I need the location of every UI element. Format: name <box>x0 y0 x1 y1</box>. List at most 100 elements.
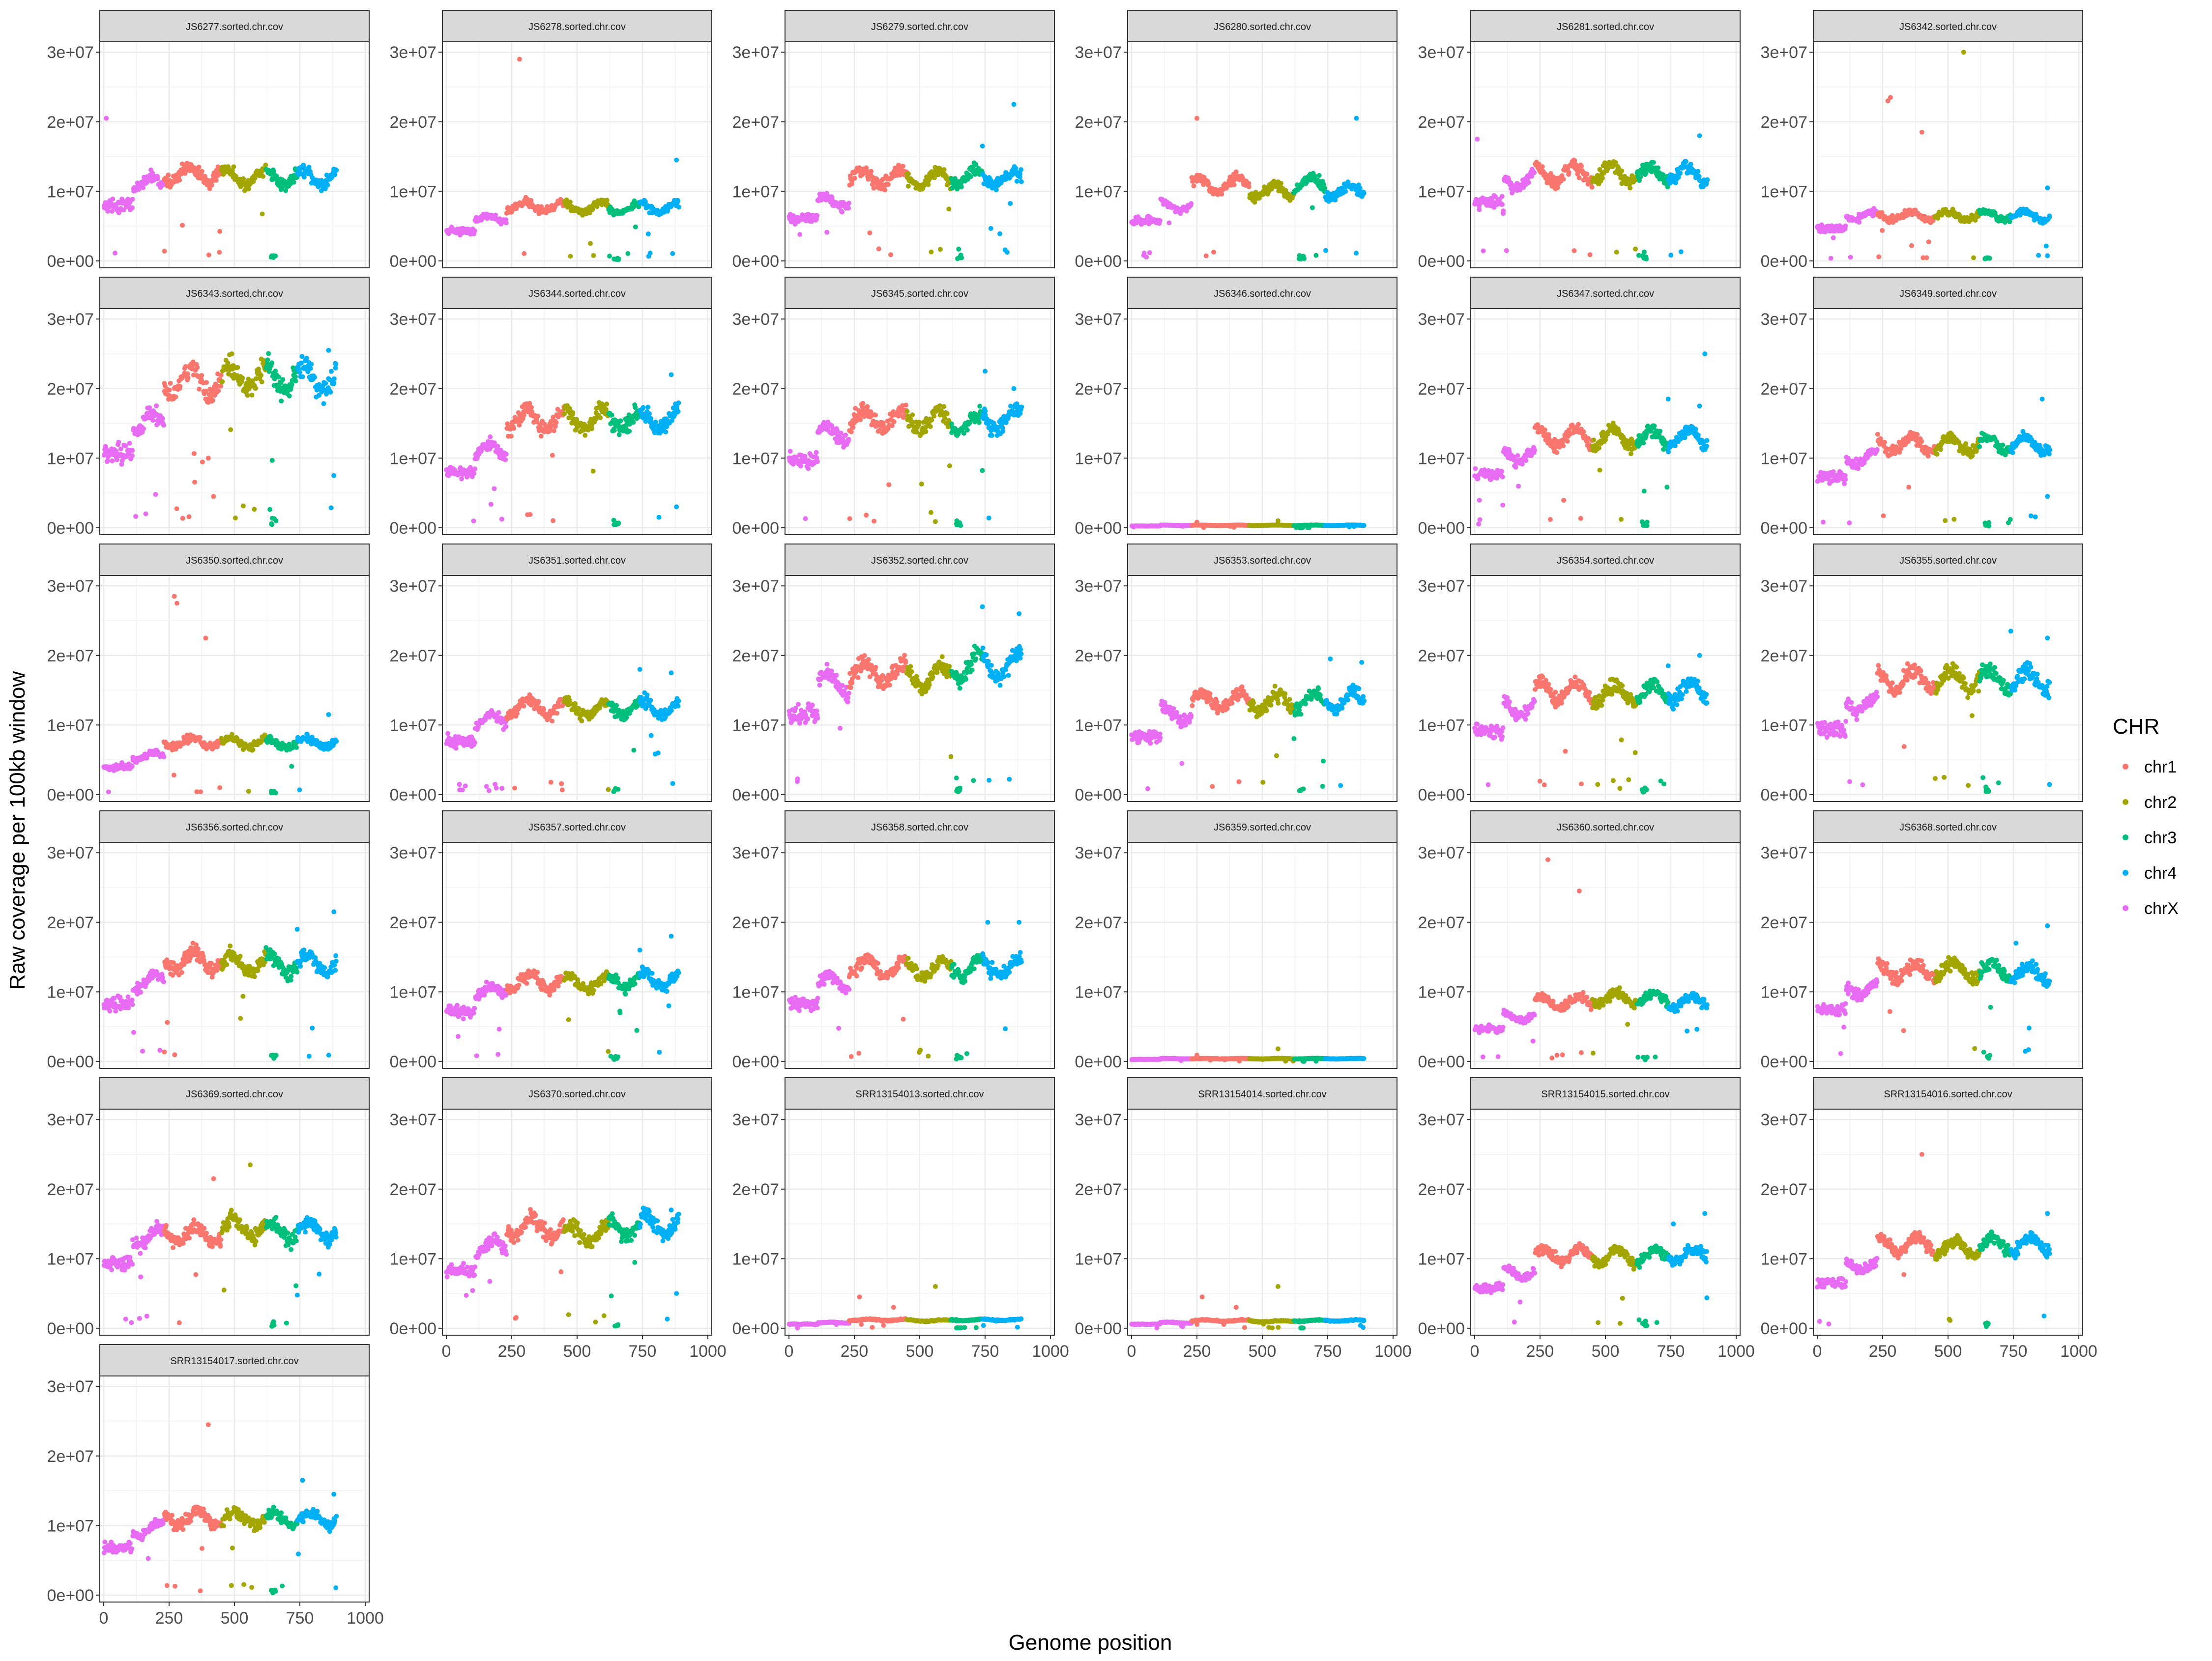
point-chr2 <box>605 198 610 202</box>
y-tick-label: 2e+07 <box>1075 380 1122 399</box>
y-tick-label: 2e+07 <box>1761 380 1808 399</box>
y-tick-label: 2e+07 <box>1418 380 1465 399</box>
point-chrX <box>488 434 493 439</box>
point-chrX <box>846 437 851 442</box>
point-chr1 <box>847 516 852 521</box>
point-outlier <box>1961 50 1966 55</box>
point-chrX <box>803 516 808 521</box>
point-chr1 <box>218 384 223 389</box>
facet-panel: JS6280.sorted.chr.cov0e+001e+072e+073e+0… <box>1075 10 1397 271</box>
point-chr1 <box>177 177 182 182</box>
point-chr4 <box>1019 404 1024 409</box>
point-chr3 <box>956 247 961 252</box>
point-chr4 <box>308 366 313 371</box>
point-chr3-low <box>270 255 275 259</box>
point-chr2 <box>241 504 246 509</box>
point-chr4 <box>1696 432 1701 437</box>
point-chr1 <box>873 413 878 418</box>
point-chr3-low <box>1297 253 1302 258</box>
facet-strip-title: JS6345.sorted.chr.cov <box>871 288 968 299</box>
point-chr1 <box>206 253 211 258</box>
point-chr1 <box>888 252 893 257</box>
facet-panel: JS6342.sorted.chr.cov0e+001e+072e+073e+0… <box>1761 10 2083 271</box>
point-outlier <box>1702 351 1707 356</box>
y-tick-label: 0e+00 <box>1418 519 1465 538</box>
point-chr1 <box>1924 255 1929 260</box>
point-chr1 <box>886 482 891 487</box>
point-chr3 <box>1656 165 1660 170</box>
facet-panel: JS6279.sorted.chr.cov0e+001e+072e+073e+0… <box>732 10 1055 271</box>
point-chr2 <box>249 393 254 398</box>
point-chr3 <box>266 351 271 356</box>
point-chr1 <box>1211 250 1216 255</box>
point-chr2 <box>910 412 915 417</box>
point-chr4 <box>332 376 337 381</box>
point-outlier <box>980 143 985 148</box>
point-chr1 <box>1579 164 1584 169</box>
point-chr2 <box>245 393 250 398</box>
point-chr1 <box>864 513 869 517</box>
point-chrX <box>113 251 117 256</box>
point-chrX <box>130 197 135 201</box>
point-chr4 <box>1362 191 1367 196</box>
point-chr1 <box>162 249 167 254</box>
facet-strip-title: JS6346.sorted.chr.cov <box>1214 288 1311 299</box>
point-chr1 <box>903 402 908 407</box>
point-chr3 <box>965 428 970 432</box>
facet-strip-title: JS6343.sorted.chr.cov <box>186 288 283 299</box>
point-outlier <box>2045 185 2050 190</box>
y-tick-label: 0e+00 <box>1761 519 1808 538</box>
point-chr4 <box>1688 162 1693 167</box>
facet-panel: JS6346.sorted.chr.cov0e+001e+072e+073e+0… <box>1075 277 1397 538</box>
y-tick-label: 1e+07 <box>1075 182 1122 201</box>
point-chrX <box>846 205 851 210</box>
point-chr1 <box>522 251 526 256</box>
y-tick-label: 1e+07 <box>47 182 94 201</box>
point-chr1 <box>852 176 857 181</box>
point-chr2 <box>941 404 946 409</box>
point-outlier <box>104 116 109 121</box>
point-chr1 <box>867 230 872 235</box>
facet-panel: JS6343.sorted.chr.cov0e+001e+072e+073e+0… <box>47 277 370 538</box>
point-chrX <box>846 200 851 205</box>
point-chr1 <box>175 506 179 511</box>
point-outlier <box>331 473 336 478</box>
point-chrX <box>1513 465 1518 470</box>
point-chr3 <box>625 251 630 256</box>
point-chr4 <box>329 369 334 374</box>
point-chr4 <box>2045 253 2050 258</box>
point-chr2 <box>942 167 947 172</box>
point-chrX <box>1476 521 1481 526</box>
point-chr1 <box>554 420 559 425</box>
point-chr4 <box>646 231 651 236</box>
point-outlier <box>206 456 211 460</box>
point-chrX <box>815 213 819 218</box>
point-chr4 <box>675 199 680 203</box>
y-tick-label: 2e+07 <box>390 380 437 399</box>
point-chr1 <box>511 426 516 431</box>
point-chr4 <box>989 226 993 231</box>
point-outlier <box>1475 137 1480 142</box>
point-chr1 <box>1204 254 1209 258</box>
point-chrX <box>1526 180 1531 185</box>
point-chr3 <box>287 394 292 399</box>
point-chr3 <box>280 377 285 382</box>
y-tick-label: 1e+07 <box>1761 449 1808 468</box>
point-chrX <box>1477 498 1482 503</box>
point-chr2 <box>1628 185 1632 190</box>
point-chr1 <box>882 187 887 192</box>
point-outlier <box>1697 403 1702 408</box>
point-chr4 <box>994 187 999 192</box>
point-chr1 <box>209 183 214 188</box>
point-chr3 <box>1313 253 1318 258</box>
point-chr3 <box>627 429 632 433</box>
point-chr3-low <box>957 256 961 260</box>
point-chrX <box>504 452 509 457</box>
point-chr3 <box>959 184 964 189</box>
point-chr3-low <box>611 518 616 523</box>
facet-panel: JS6344.sorted.chr.cov0e+001e+072e+073e+0… <box>390 277 712 538</box>
point-chr2 <box>246 186 251 191</box>
point-chrX <box>797 232 802 237</box>
point-chr4 <box>1354 251 1359 256</box>
